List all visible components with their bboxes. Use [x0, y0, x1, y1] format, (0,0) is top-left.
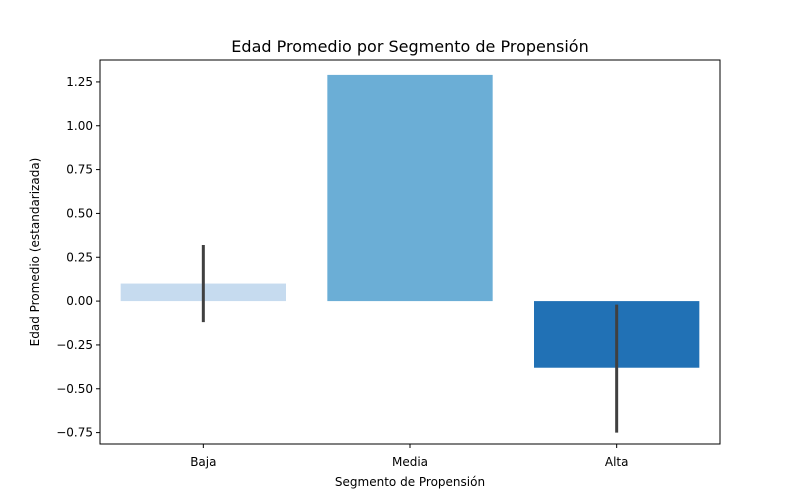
y-tick-label: −0.50	[56, 382, 93, 396]
y-axis-label: Edad Promedio (estandarizada)	[28, 158, 42, 347]
y-tick-label: −0.25	[56, 338, 93, 352]
chart-title: Edad Promedio por Segmento de Propensión	[231, 37, 588, 56]
y-tick-label: 1.00	[66, 119, 93, 133]
y-axis: −0.75 −0.50 −0.25 0.00 0.25 0.50 0.75 1.00 1.25	[56, 75, 100, 440]
x-tick-label: Baja	[190, 455, 216, 469]
error-bars-group	[201, 244, 619, 433]
bar-media	[327, 74, 493, 302]
y-tick-label: 1.25	[66, 75, 93, 89]
y-tick-label: 0.75	[66, 163, 93, 177]
y-tick-label: −0.75	[56, 426, 93, 440]
y-tick-label: 0.25	[66, 250, 93, 264]
bars-group	[120, 74, 700, 368]
x-axis: Baja Media Alta	[190, 444, 628, 469]
x-tick-label: Alta	[605, 455, 629, 469]
y-tick-label: 0.50	[66, 206, 93, 220]
x-tick-label: Media	[392, 455, 428, 469]
y-tick-label: 0.00	[66, 294, 93, 308]
x-axis-label: Segmento de Propensión	[335, 475, 485, 489]
